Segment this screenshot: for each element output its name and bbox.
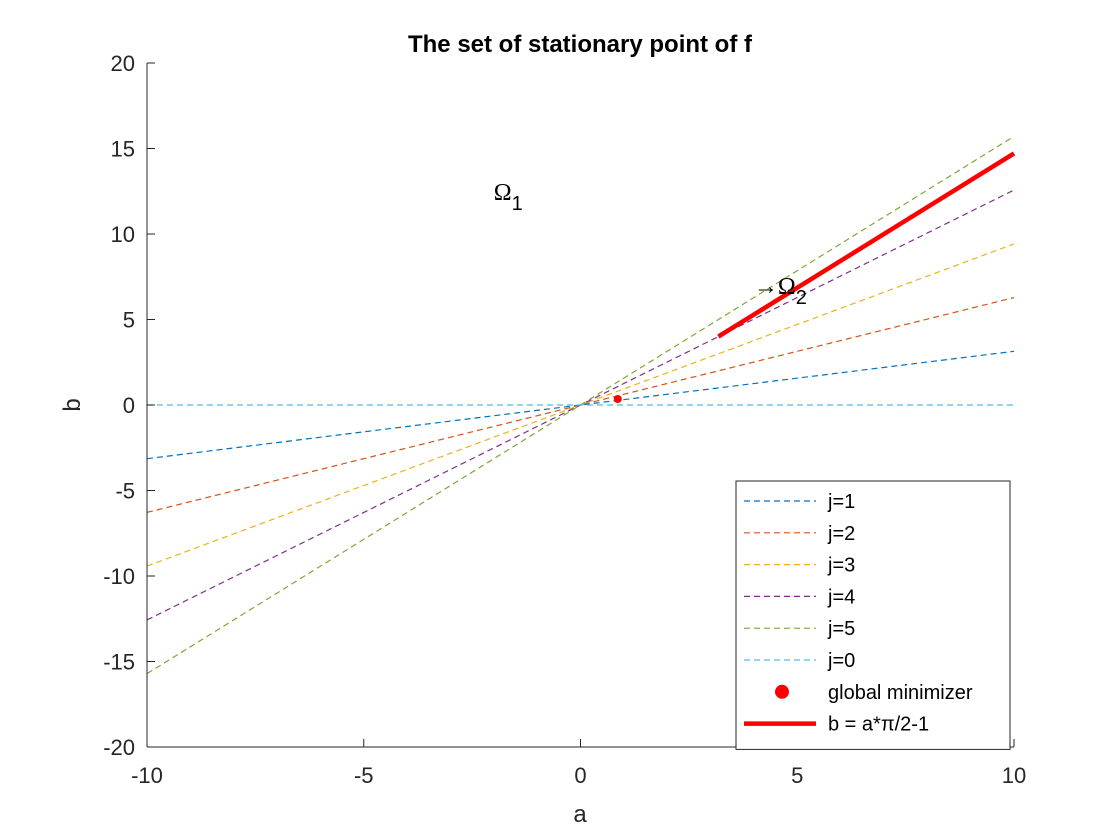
legend-box	[735, 480, 1011, 750]
x-tick-label: 10	[1002, 763, 1026, 788]
y-tick-label: -20	[103, 735, 135, 760]
legend-entry-label: global minimizer	[828, 682, 973, 704]
x-tick-label: -5	[354, 763, 374, 788]
x-tick-label: 5	[791, 763, 803, 788]
series-line-2	[146, 297, 1015, 513]
series-line-1	[146, 350, 1015, 460]
y-tick-label: 15	[111, 137, 135, 162]
y-tick-label: -5	[115, 479, 135, 504]
y-tick-label: 0	[123, 393, 135, 418]
axes: -10 -5 0 5 10 -20 -15 -10 -5 0 5 10 15 20	[103, 51, 1026, 788]
legend-swatch	[775, 684, 789, 699]
region-label-1: Ω1	[494, 180, 523, 215]
x-axis-label: a	[573, 801, 587, 828]
region-label-2: →Ω2	[754, 274, 807, 309]
chart-title: The set of stationary point of f	[408, 31, 753, 58]
y-tick-label: 5	[123, 308, 135, 333]
series-lines	[146, 135, 1016, 675]
y-tick-label: 10	[111, 222, 135, 247]
y-tick-label: 20	[111, 51, 135, 76]
legend-entry-label: b = a*π/2-1	[828, 714, 929, 736]
y-tick-label: -15	[103, 650, 135, 675]
legend: j=1 j=2 j=3 j=4 j=5 j=0 global minimizer b = a*…	[735, 480, 1011, 750]
y-axis-label: b	[59, 398, 86, 411]
legend-entry-label: j=1	[827, 491, 855, 513]
legend-entry-label: j=0	[827, 650, 855, 672]
legend-entry-label: j=4	[827, 586, 855, 608]
series-line-thick	[717, 151, 1016, 339]
global-minimizer-point	[613, 395, 622, 404]
y-tick-label: -10	[103, 564, 135, 589]
legend-entry-label: j=5	[827, 618, 855, 640]
legend-entry-label: j=3	[827, 555, 855, 577]
x-tick-label: -10	[131, 763, 163, 788]
annotations: Ω1 →Ω2	[494, 180, 807, 309]
legend-entry-label: j=2	[827, 523, 855, 545]
x-tick-label: 0	[574, 763, 586, 788]
